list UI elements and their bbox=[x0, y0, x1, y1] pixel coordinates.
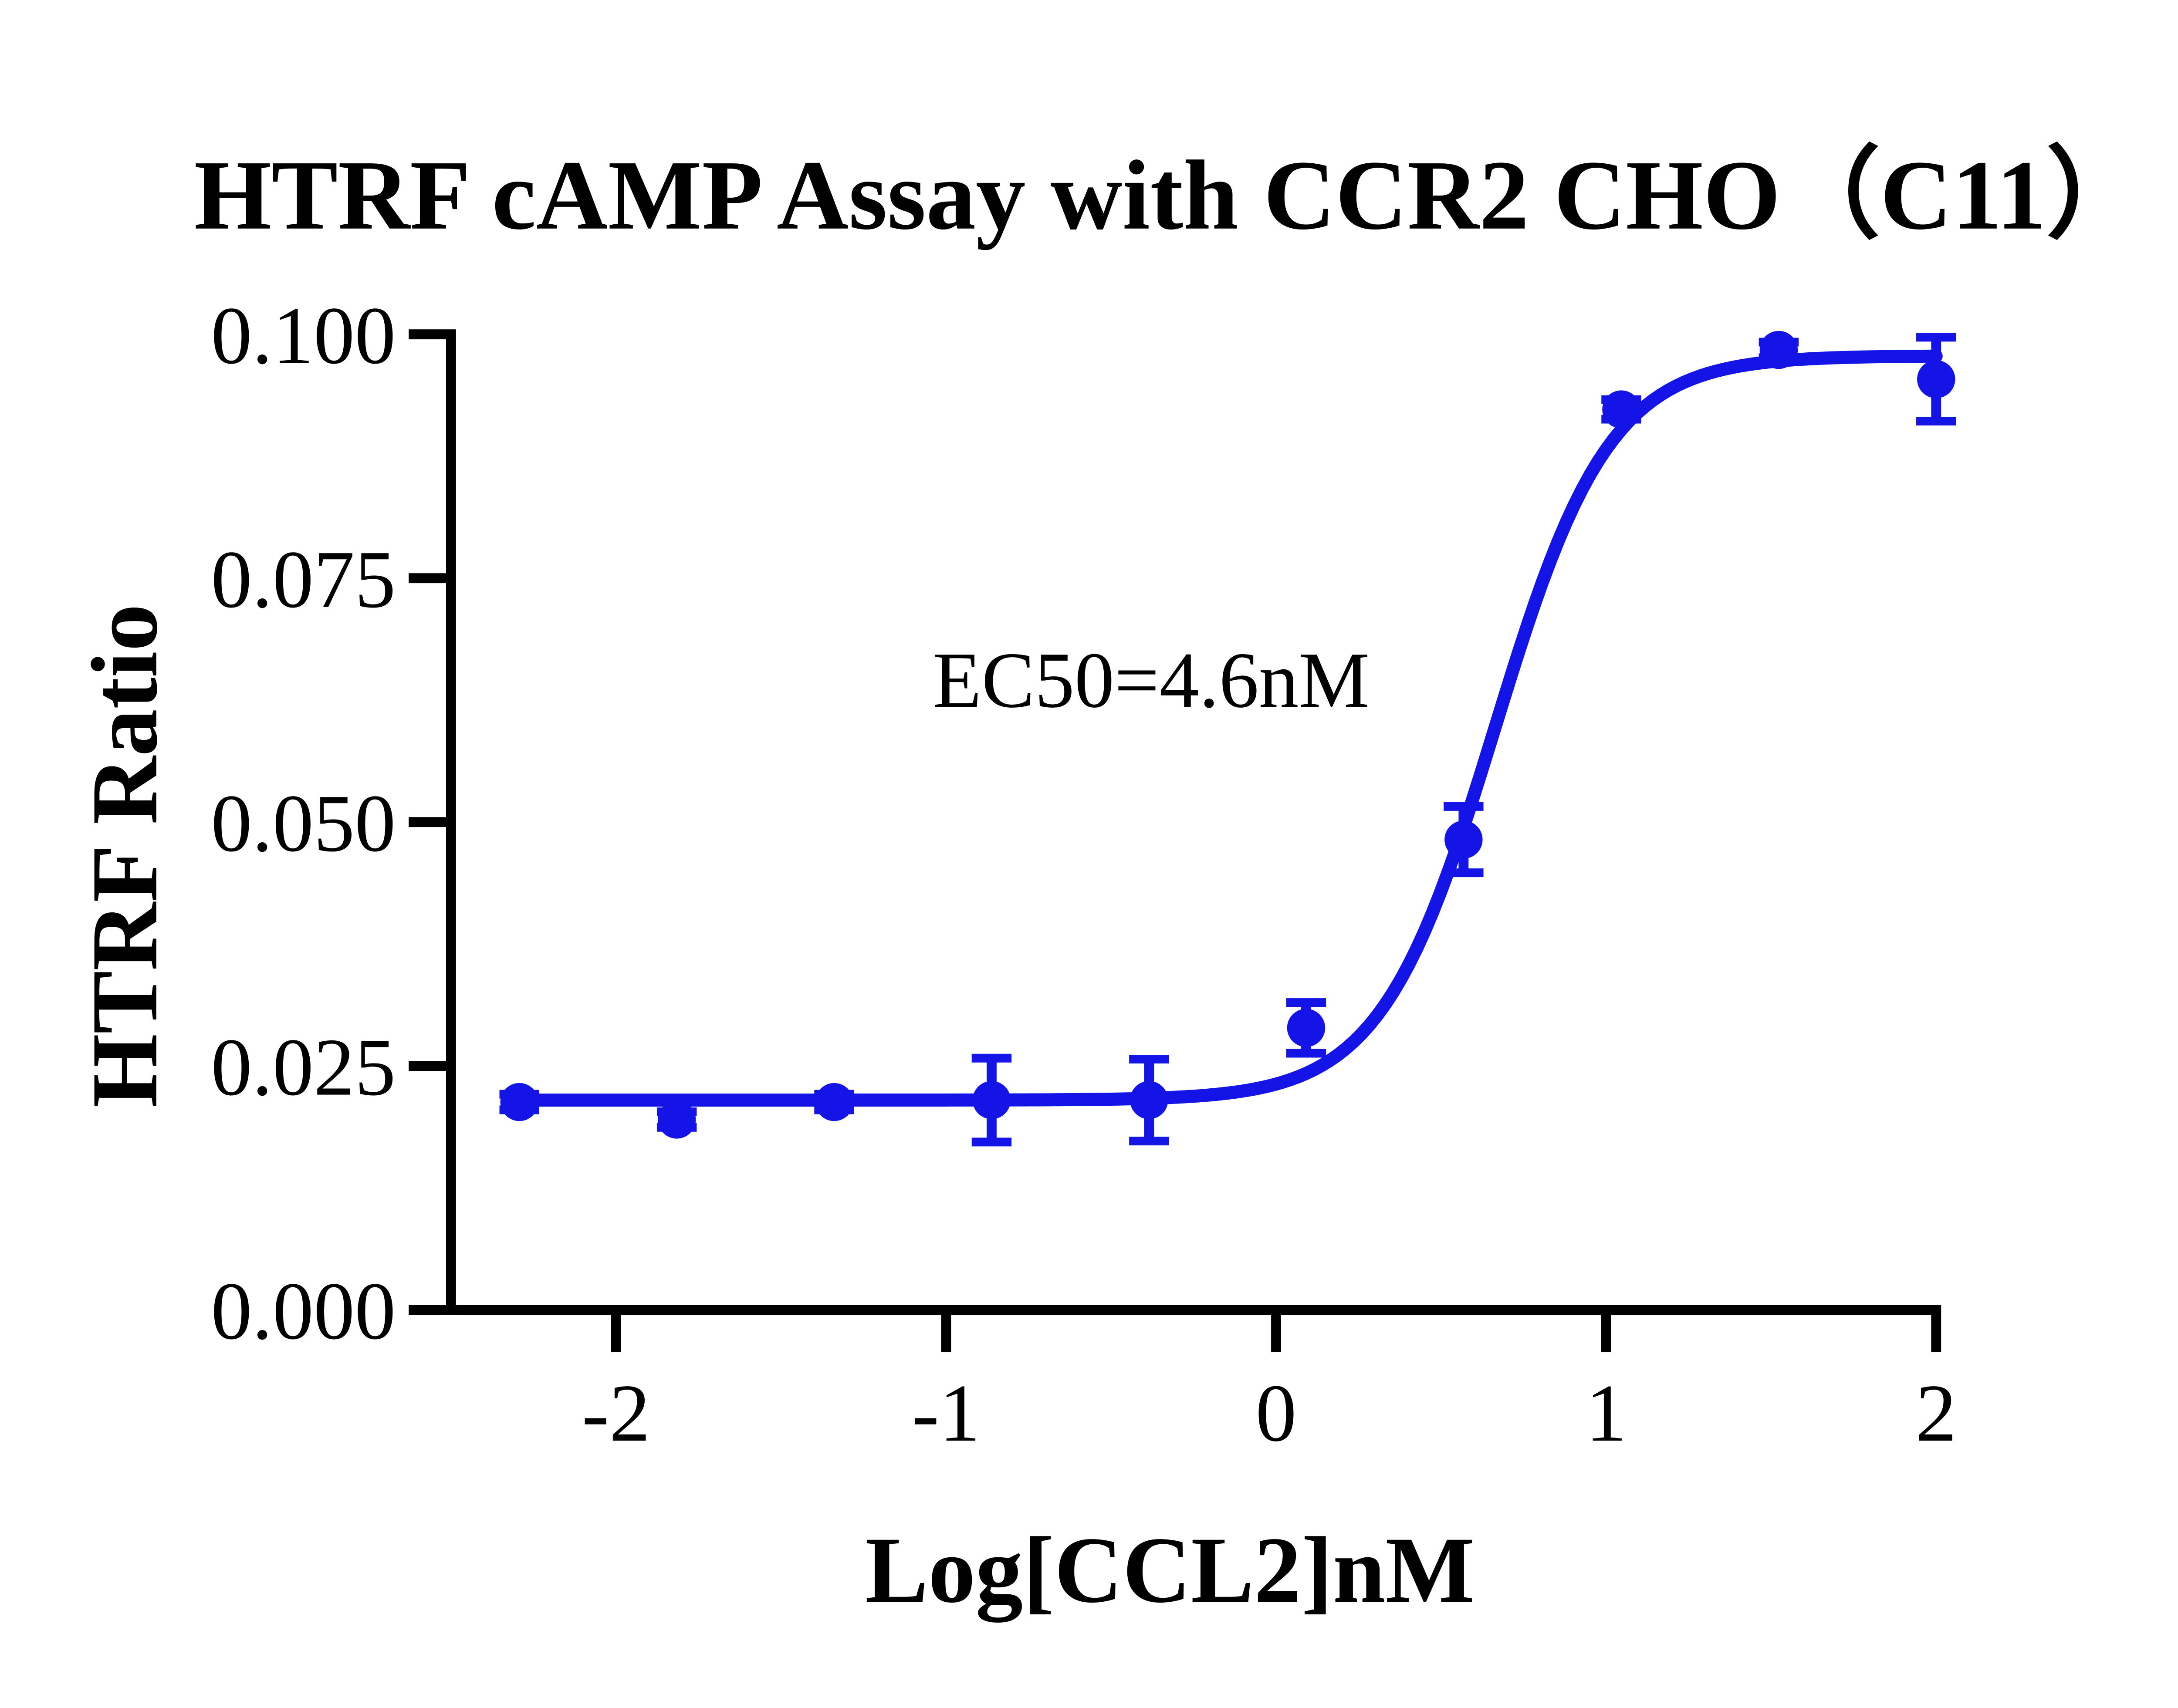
x-tick-label: 2 bbox=[1916, 1367, 1957, 1458]
x-axis-label: Log[CCL2]nM bbox=[865, 1518, 1475, 1623]
data-point-marker bbox=[1287, 1009, 1326, 1047]
data-point-marker bbox=[1759, 331, 1798, 369]
plot-layer: 0.000 0.025 0.050 0.075 0.100 -2 -1 0 1 2 bbox=[211, 290, 1957, 1458]
data-point-marker bbox=[1444, 820, 1483, 859]
fit-curve bbox=[513, 349, 1943, 1107]
data-point-marker bbox=[1130, 1081, 1168, 1119]
y-tick-label: 0.000 bbox=[211, 1266, 396, 1357]
data-point-marker bbox=[1602, 390, 1640, 429]
data-point-marker bbox=[657, 1100, 696, 1139]
y-tick-label: 0.100 bbox=[211, 290, 396, 381]
data-point-marker bbox=[500, 1083, 538, 1121]
x-tick-label: -2 bbox=[582, 1367, 650, 1458]
y-axis-label: HTRF Ratio bbox=[72, 604, 177, 1107]
data-point-marker bbox=[815, 1083, 853, 1121]
ec50-annotation: EC50=4.6nM bbox=[933, 636, 1370, 724]
x-tick-label: 0 bbox=[1255, 1367, 1296, 1458]
chart-title: HTRF cAMP Assay with CCR2 CHO（C11） bbox=[194, 140, 2146, 250]
x-tick-label: 1 bbox=[1586, 1367, 1627, 1458]
data-point-marker bbox=[1917, 360, 1955, 398]
y-tick-label: 0.050 bbox=[211, 778, 396, 869]
y-tick-label: 0.075 bbox=[211, 534, 396, 625]
y-tick-label: 0.025 bbox=[211, 1022, 396, 1113]
data-point-marker bbox=[972, 1081, 1011, 1119]
x-tick-label: -1 bbox=[912, 1367, 980, 1458]
